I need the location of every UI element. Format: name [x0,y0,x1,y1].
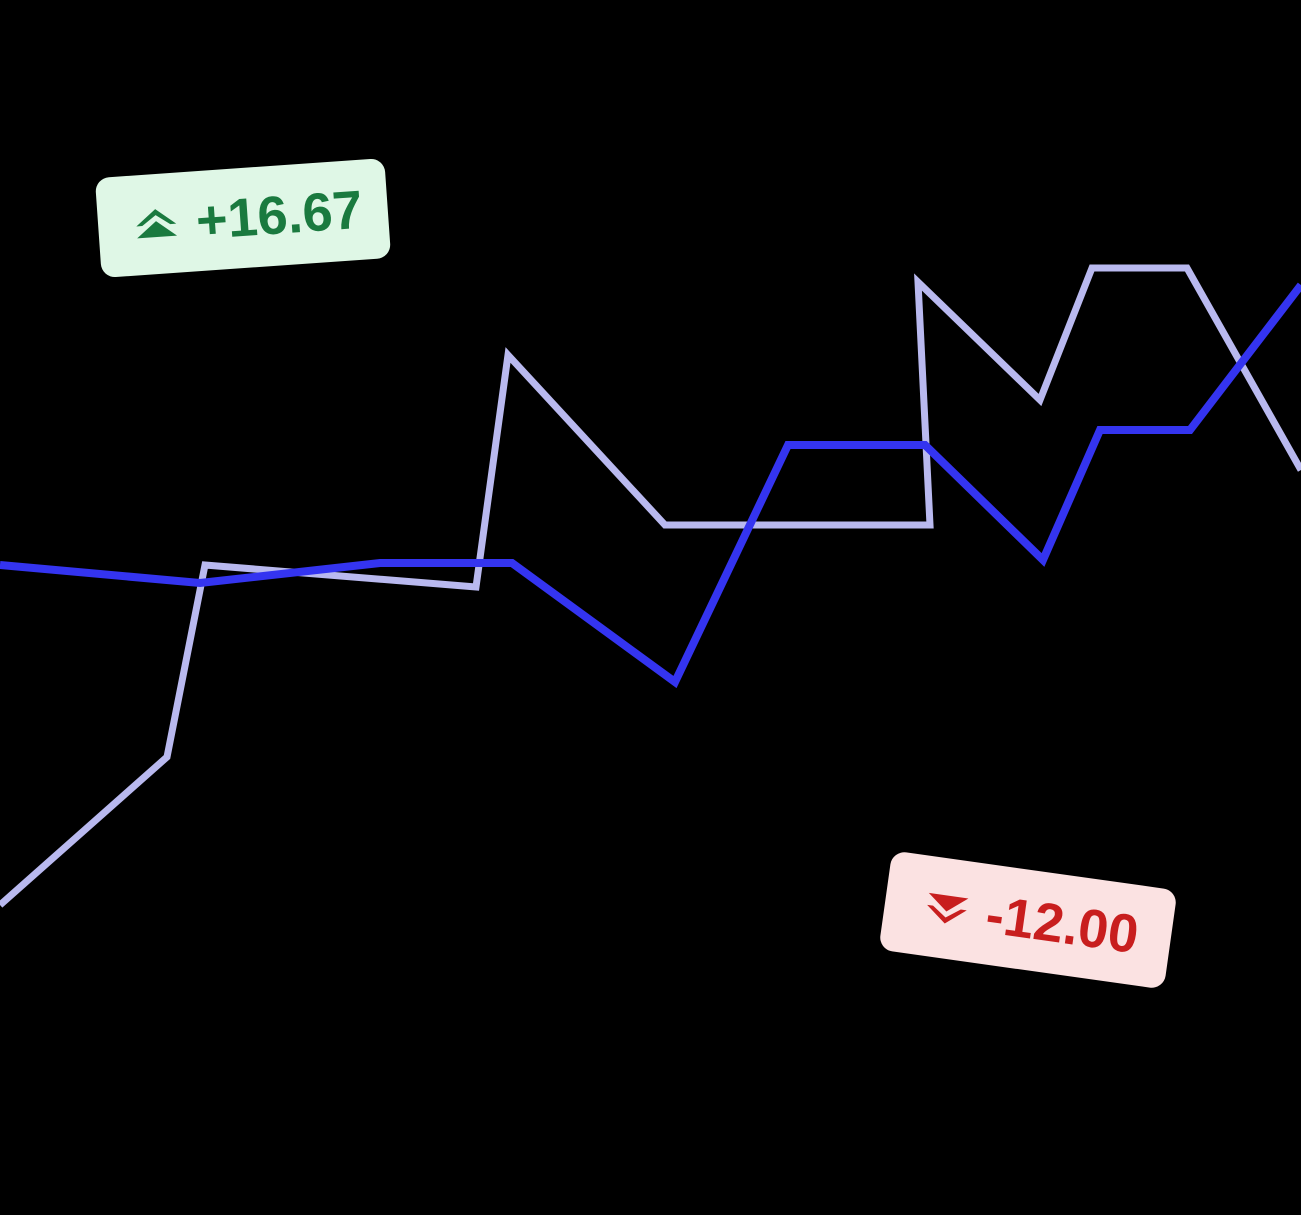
series-line-previous [0,264,1301,908]
double-chevron-down-icon [923,889,971,929]
decrease-value: -12.00 [982,884,1143,966]
series-line-current [0,282,1301,689]
increase-badge: +16.67 [94,158,392,278]
increase-value: +16.67 [194,179,365,252]
double-chevron-up-icon [133,206,179,243]
decrease-badge: -12.00 [878,850,1178,990]
